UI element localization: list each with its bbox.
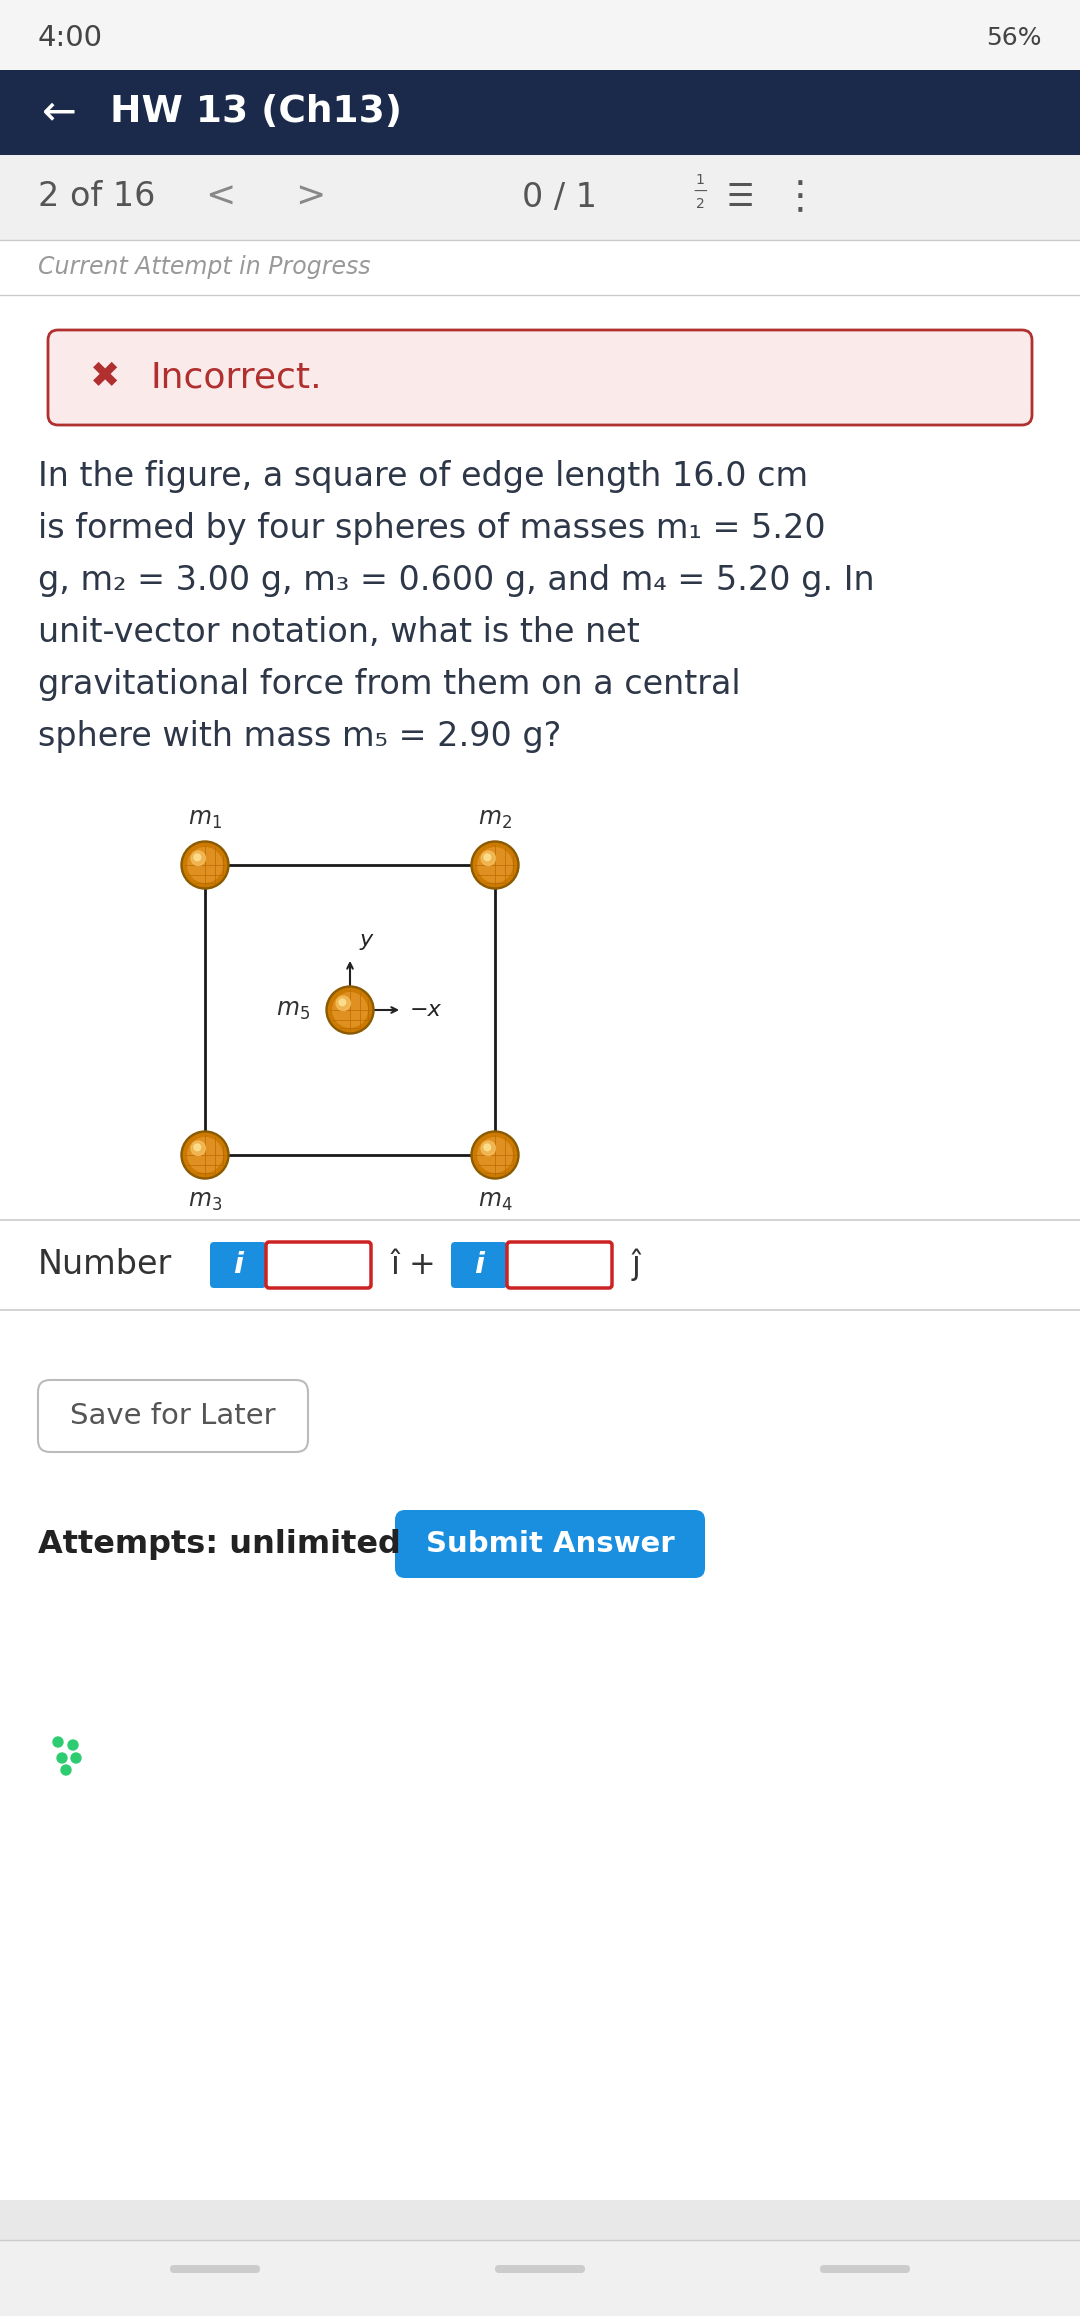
Circle shape bbox=[181, 841, 229, 889]
Text: g, m₂ = 3.00 g, m₃ = 0.600 g, and m₄ = 5.20 g. In: g, m₂ = 3.00 g, m₃ = 0.600 g, and m₄ = 5… bbox=[38, 565, 875, 598]
Text: ĵ: ĵ bbox=[632, 1248, 640, 1281]
Circle shape bbox=[188, 1137, 222, 1172]
Circle shape bbox=[471, 841, 519, 889]
Circle shape bbox=[194, 1144, 201, 1151]
Text: —: — bbox=[693, 185, 707, 199]
Text: i: i bbox=[233, 1251, 243, 1278]
Circle shape bbox=[326, 987, 374, 1033]
Circle shape bbox=[481, 850, 496, 866]
Bar bbox=[0, 294, 1080, 2200]
Bar bbox=[0, 2240, 1080, 2316]
Text: ⋮: ⋮ bbox=[781, 178, 820, 215]
FancyBboxPatch shape bbox=[48, 329, 1032, 426]
Text: HW 13 (Ch13): HW 13 (Ch13) bbox=[110, 95, 402, 130]
Text: ✖: ✖ bbox=[90, 361, 120, 394]
Circle shape bbox=[477, 1137, 512, 1172]
Text: 0 / 1: 0 / 1 bbox=[523, 181, 597, 213]
Circle shape bbox=[191, 850, 205, 866]
Bar bbox=[0, 69, 1080, 155]
Text: î +: î + bbox=[391, 1251, 436, 1281]
Circle shape bbox=[57, 1753, 67, 1762]
FancyBboxPatch shape bbox=[266, 1241, 372, 1288]
Text: Number: Number bbox=[38, 1248, 172, 1281]
Circle shape bbox=[71, 1753, 81, 1762]
Bar bbox=[0, 1221, 1080, 1311]
Text: ☰: ☰ bbox=[727, 183, 754, 211]
Text: $m_5$: $m_5$ bbox=[276, 998, 310, 1021]
Text: <: < bbox=[205, 181, 235, 213]
Text: i: i bbox=[474, 1251, 484, 1278]
FancyBboxPatch shape bbox=[170, 2265, 260, 2272]
Text: $m_4$: $m_4$ bbox=[477, 1188, 512, 1214]
Text: Submit Answer: Submit Answer bbox=[426, 1531, 674, 1559]
Circle shape bbox=[181, 1130, 229, 1179]
Circle shape bbox=[328, 989, 372, 1031]
Text: $m_3$: $m_3$ bbox=[188, 1188, 222, 1214]
Text: $m_2$: $m_2$ bbox=[478, 806, 512, 831]
FancyBboxPatch shape bbox=[495, 2265, 585, 2272]
Circle shape bbox=[484, 1144, 490, 1151]
Circle shape bbox=[336, 996, 351, 1010]
Text: Current Attempt in Progress: Current Attempt in Progress bbox=[38, 255, 370, 278]
Text: 56%: 56% bbox=[986, 25, 1042, 51]
Bar bbox=[0, 241, 1080, 294]
Circle shape bbox=[188, 848, 222, 882]
Circle shape bbox=[339, 998, 346, 1005]
FancyBboxPatch shape bbox=[507, 1241, 612, 1288]
Text: y: y bbox=[360, 931, 373, 950]
Circle shape bbox=[28, 1709, 108, 1790]
Bar bbox=[0, 0, 1080, 69]
Bar bbox=[0, 155, 1080, 241]
Text: 1: 1 bbox=[696, 174, 704, 188]
Circle shape bbox=[333, 994, 367, 1028]
Text: is formed by four spheres of masses m₁ = 5.20: is formed by four spheres of masses m₁ =… bbox=[38, 512, 825, 544]
Text: Save for Later: Save for Later bbox=[70, 1401, 275, 1429]
Circle shape bbox=[471, 1130, 519, 1179]
Text: gravitational force from them on a central: gravitational force from them on a centr… bbox=[38, 667, 741, 702]
Circle shape bbox=[481, 1142, 496, 1156]
Circle shape bbox=[53, 1737, 63, 1746]
Circle shape bbox=[68, 1739, 78, 1751]
Text: ←: ← bbox=[42, 90, 77, 132]
Circle shape bbox=[191, 1142, 205, 1156]
Text: 4:00: 4:00 bbox=[38, 23, 103, 51]
Circle shape bbox=[60, 1765, 71, 1774]
Circle shape bbox=[473, 1133, 516, 1177]
Text: 2: 2 bbox=[696, 197, 704, 211]
FancyBboxPatch shape bbox=[38, 1380, 308, 1452]
Text: >: > bbox=[295, 181, 325, 213]
Text: Incorrect.: Incorrect. bbox=[150, 361, 322, 394]
Circle shape bbox=[194, 855, 201, 862]
FancyBboxPatch shape bbox=[820, 2265, 910, 2272]
Text: 2 of 16: 2 of 16 bbox=[38, 181, 156, 213]
Circle shape bbox=[184, 1133, 227, 1177]
Circle shape bbox=[184, 843, 227, 887]
Circle shape bbox=[473, 843, 516, 887]
Text: Attempts: unlimited: Attempts: unlimited bbox=[38, 1529, 401, 1559]
FancyBboxPatch shape bbox=[451, 1241, 507, 1288]
Text: $m_1$: $m_1$ bbox=[188, 806, 222, 831]
Text: sphere with mass m₅ = 2.90 g?: sphere with mass m₅ = 2.90 g? bbox=[38, 720, 562, 753]
Text: −x: −x bbox=[410, 1001, 442, 1019]
FancyBboxPatch shape bbox=[395, 1510, 705, 1577]
Text: In the figure, a square of edge length 16.0 cm: In the figure, a square of edge length 1… bbox=[38, 461, 808, 493]
FancyBboxPatch shape bbox=[210, 1241, 266, 1288]
Text: unit-vector notation, what is the net: unit-vector notation, what is the net bbox=[38, 616, 639, 648]
Circle shape bbox=[484, 855, 490, 862]
Circle shape bbox=[477, 848, 512, 882]
